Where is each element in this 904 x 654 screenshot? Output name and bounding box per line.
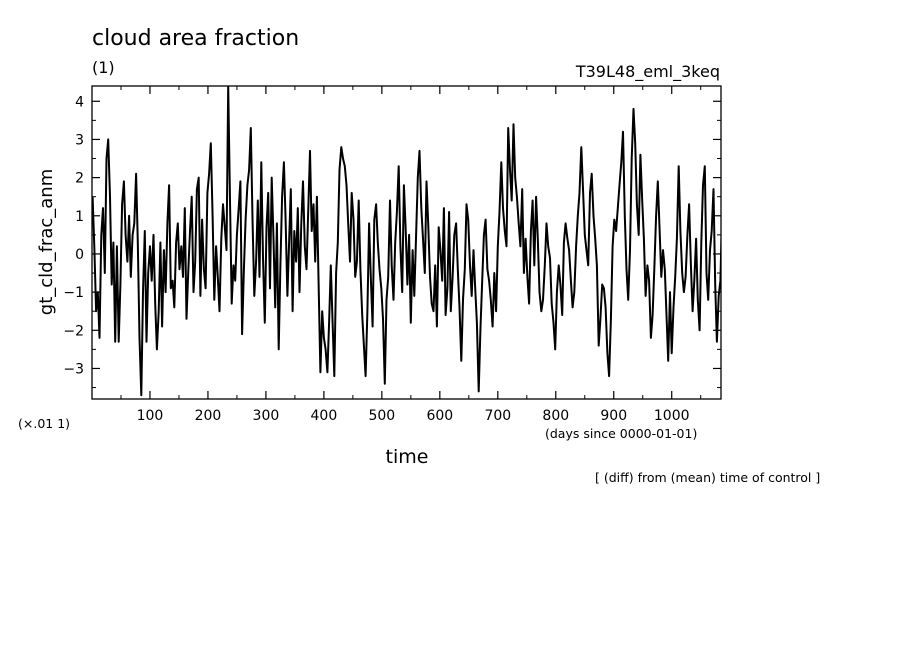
y-axis-label: gt_cld_frac_anm (36, 169, 57, 315)
y-tick-label: 1 (75, 209, 84, 225)
plot-clip-group (92, 86, 721, 397)
y-tick-labels: −3 −2 −1 0 1 2 3 4 (63, 94, 84, 377)
footnote: [ (diff) from (mean) time of control ] (595, 470, 820, 485)
series-line (92, 86, 721, 397)
y-tick-label: 4 (75, 94, 84, 110)
chart-title: cloud area fraction (92, 26, 299, 51)
x-tick-label: 700 (484, 408, 511, 424)
chart-subtitle-right: T39L48_eml_3keq (575, 62, 720, 82)
x-tick-label: 100 (137, 408, 164, 424)
x-tick-labels: 100 200 300 400 500 600 700 800 900 1000 (137, 408, 690, 424)
y-tick-label: 2 (75, 171, 84, 187)
x-tick-label: 600 (426, 408, 453, 424)
x-tick-label: 900 (600, 408, 627, 424)
y-scale-note: (×.01 1) (18, 416, 70, 431)
y-tick-label: −2 (63, 323, 84, 339)
y-tick-label: 3 (75, 132, 84, 148)
y-tick-label: −3 (63, 361, 84, 377)
x-tick-label: 200 (195, 408, 222, 424)
x-tick-label: 400 (311, 408, 338, 424)
x-tick-label: 800 (542, 408, 569, 424)
y-tick-label: −1 (63, 285, 84, 301)
x-tick-label: 1000 (654, 408, 690, 424)
x-axis-label: time (386, 446, 429, 468)
y-tick-label: 0 (75, 247, 84, 263)
plot-frame (91, 85, 722, 400)
x-tick-label: 300 (253, 408, 280, 424)
chart-subtitle-left: (1) (92, 58, 115, 77)
x-units-note: (days since 0000-01-01) (545, 426, 697, 441)
x-tick-label: 500 (368, 408, 395, 424)
